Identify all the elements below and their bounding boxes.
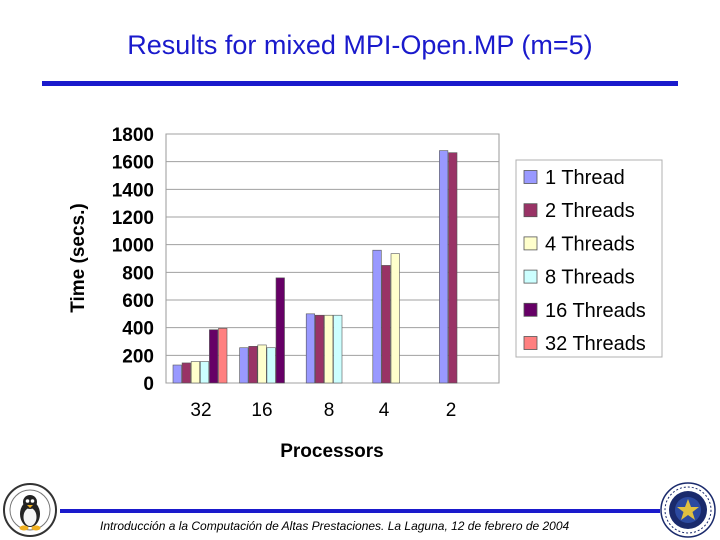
bar-32-1 [172,364,182,384]
linux-penguin-logo [3,483,57,537]
legend-label: 2 Threads [545,200,635,222]
x-tick-label: 32 [190,400,211,421]
legend-label: 1 Thread [545,167,625,189]
y-tick-label: 400 [122,319,154,340]
bar-32-5 [209,329,219,384]
x-tick-label: 2 [446,400,457,421]
y-tick-label: 800 [122,263,154,284]
bar-32-6 [218,328,228,384]
x-axis-label: Processors [280,441,384,462]
y-axis-ticks: 0 200 400 600 800 1000 1200 1400 1600 1800 [112,125,154,395]
bar-16-2 [248,346,258,384]
bar-16-5 [275,277,285,384]
legend-swatch [523,170,538,184]
bar-2-1 [439,150,449,384]
legend-label: 4 Threads [545,233,635,255]
x-tick-label: 16 [251,400,272,421]
university-seal-logo [660,482,716,538]
y-tick-label: 1000 [112,236,154,257]
y-axis-label: Time (secs.) [68,203,89,312]
legend-swatch [523,203,538,218]
bar-8-1 [305,313,316,384]
bar-4-1 [372,249,382,384]
footer-text: Introducción a la Computación de Altas P… [100,519,570,533]
y-tick-label: 1200 [112,208,154,229]
bar-32-4 [200,361,210,384]
bar-16-1 [239,347,249,384]
legend-label: 16 Threads [545,300,646,322]
bar-8-4 [333,314,343,384]
legend-items: 1 Thread 2 Threads 4 Threads 8 Threads 16 Th… [523,167,646,355]
bars [172,150,458,384]
y-tick-label: 200 [122,346,154,367]
y-tick-label: 1800 [112,125,154,146]
y-tick-label: 1600 [112,153,154,174]
x-tick-label: 8 [324,400,335,421]
y-tick-label: 600 [122,291,154,312]
legend-box [515,159,663,358]
legend-label: 32 Threads [545,333,646,355]
legend-swatch [523,236,538,251]
legend: 1 Thread 2 Threads 4 Threads 8 Threads 16 Th… [515,159,663,358]
bar-2-2 [448,152,458,384]
bar-8-2 [314,314,325,384]
legend-swatch [523,336,538,350]
bar-4-3 [390,253,400,384]
y-tick-label: 0 [143,374,154,395]
legend-swatch [523,302,538,317]
title-divider [42,81,678,86]
bar-4-2 [381,265,391,384]
y-tick-label: 1400 [112,180,154,201]
bar-16-4 [266,347,276,384]
x-tick-label: 4 [379,400,390,421]
legend-label: 8 Threads [545,267,635,289]
bar-16-3 [257,344,267,384]
footer-divider [60,509,660,513]
bar-32-3 [190,361,200,384]
bar-32-2 [181,362,191,384]
x-axis-ticks: 32 16 8 4 2 [190,400,456,421]
bar-8-3 [324,314,334,384]
slide-title: Results for mixed MPI-Open.MP (m=5) [127,30,593,60]
legend-swatch [523,269,538,284]
